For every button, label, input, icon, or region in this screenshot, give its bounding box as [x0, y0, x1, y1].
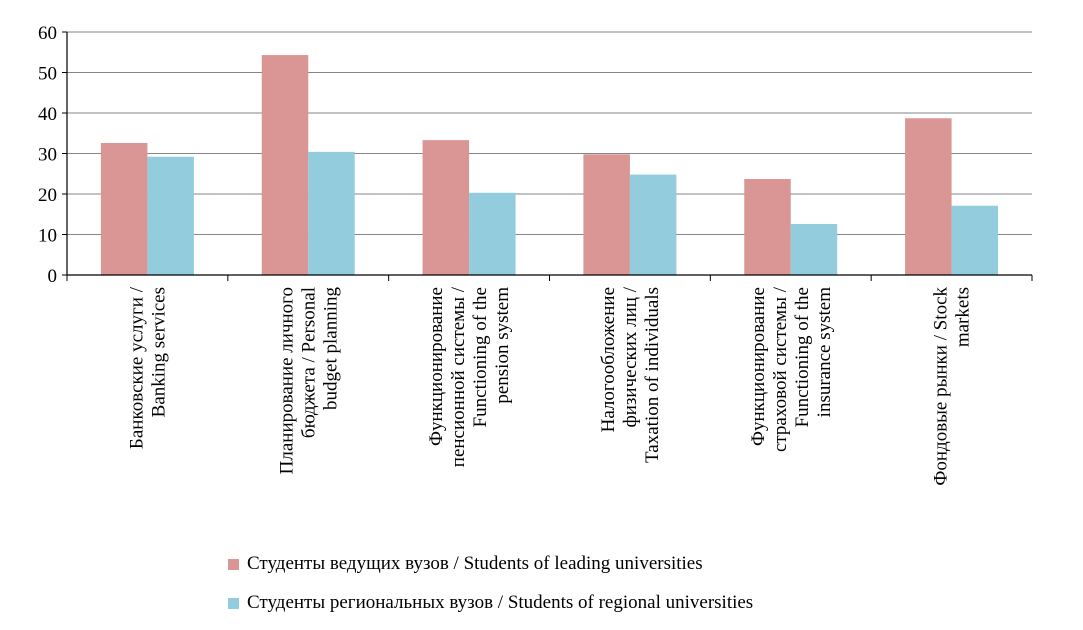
x-tick-label: Фондовые рынки / Stockmarkets	[931, 287, 974, 486]
bar-regional-4	[790, 223, 838, 275]
legend-swatch-leading	[228, 558, 239, 570]
bar-leading-0	[100, 142, 148, 275]
x-tick-label: Функционированиестраховой системы /Funct…	[748, 286, 835, 452]
x-tick-label: Планирование личногобюджета / Personalbu…	[276, 287, 341, 475]
bar-regional-0	[147, 156, 194, 275]
x-tick-label: Функционированиепенсионной системы /Func…	[426, 286, 513, 467]
bar-regional-1	[308, 151, 355, 275]
x-tick-label: Банковские услуги /Banking services	[126, 286, 169, 449]
bar-leading-1	[261, 55, 309, 276]
bar-regional-3	[629, 174, 677, 275]
bar-leading-3	[583, 154, 630, 275]
legend-label-regional: Студенты региональных вузов / Students o…	[247, 592, 754, 613]
legend-label-leading: Студенты ведущих вузов / Students of lea…	[247, 553, 703, 574]
x-tick-label: Налогообложениефизических лиц /Taxation …	[598, 286, 663, 463]
bar-regional-2	[469, 192, 516, 275]
bar-leading-2	[422, 140, 470, 275]
legend-item-leading: Студенты ведущих вузов / Students of lea…	[228, 553, 703, 575]
y-tick-label: 60	[38, 23, 57, 44]
y-tick-label: 30	[38, 145, 57, 166]
bar-regional-5	[951, 205, 999, 275]
y-tick-label: 0	[48, 266, 58, 287]
y-tick-label: 40	[38, 104, 57, 125]
bar-leading-4	[744, 179, 791, 275]
y-tick-label: 10	[38, 226, 57, 247]
legend-swatch-regional	[228, 597, 239, 609]
bar-leading-5	[905, 118, 952, 275]
legend-item-regional: Студенты региональных вузов / Students o…	[228, 592, 753, 614]
y-tick-label: 50	[38, 64, 57, 85]
y-tick-label: 20	[38, 185, 57, 206]
